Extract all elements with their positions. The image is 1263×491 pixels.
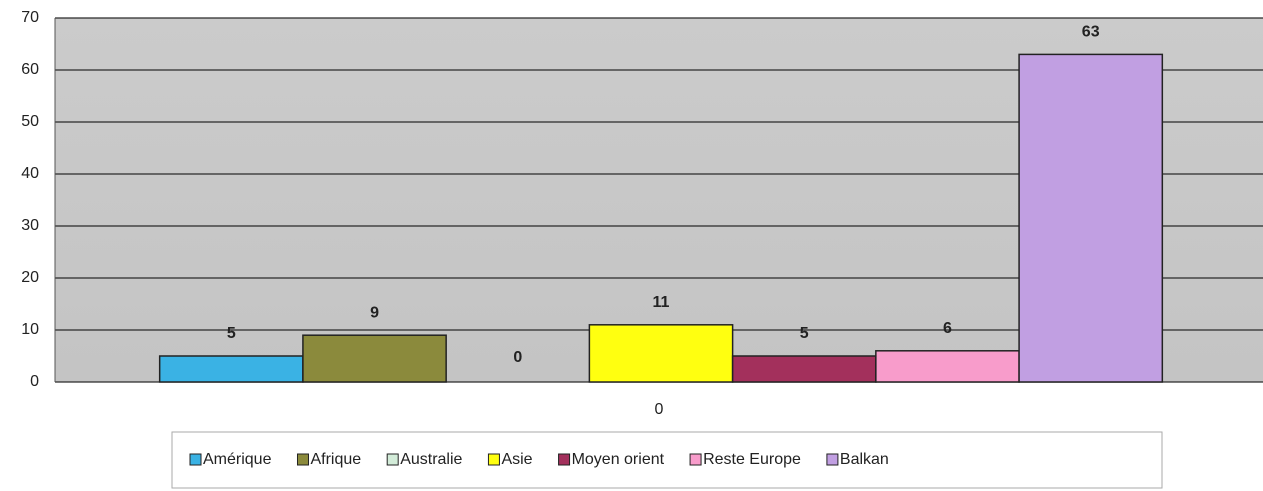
- y-tick-label: 60: [21, 61, 39, 78]
- legend-swatch: [189, 453, 202, 466]
- data-label: 9: [370, 304, 379, 321]
- data-label: 63: [1082, 24, 1100, 41]
- bar: [158, 355, 304, 383]
- y-tick-label: 70: [21, 9, 39, 26]
- bar: [302, 334, 447, 383]
- legend-label: Balkan: [840, 451, 889, 468]
- y-tick-label: 50: [21, 113, 39, 130]
- legend-box: [171, 431, 1163, 489]
- y-tick-label: 40: [21, 165, 39, 182]
- legend-swatch: [558, 453, 571, 466]
- legend-swatch: [689, 453, 702, 466]
- data-label: 6: [943, 320, 952, 337]
- bar: [1018, 53, 1164, 383]
- data-label: 5: [800, 325, 809, 342]
- legend-label: Amérique: [203, 451, 272, 468]
- bar: [875, 350, 1020, 383]
- legend-label: Moyen orient: [572, 451, 665, 468]
- x-tick-label: 0: [655, 401, 664, 418]
- legend-swatch: [826, 453, 839, 466]
- data-label: 0: [513, 349, 522, 366]
- bar: [731, 355, 877, 383]
- legend-label: Asie: [501, 451, 532, 468]
- legend-swatch: [386, 453, 399, 466]
- legend-swatch: [296, 453, 309, 466]
- data-label: 5: [227, 325, 236, 342]
- bar: [588, 324, 734, 383]
- legend-label: Reste Europe: [703, 451, 801, 468]
- y-tick-label: 20: [21, 269, 39, 286]
- legend-label: Australie: [400, 451, 462, 468]
- y-tick-label: 30: [21, 217, 39, 234]
- data-label: 11: [653, 294, 670, 311]
- legend-label: Afrique: [310, 451, 361, 468]
- y-tick-label: 10: [21, 321, 39, 338]
- legend-swatch: [487, 453, 500, 466]
- y-tick-label: 0: [30, 373, 39, 390]
